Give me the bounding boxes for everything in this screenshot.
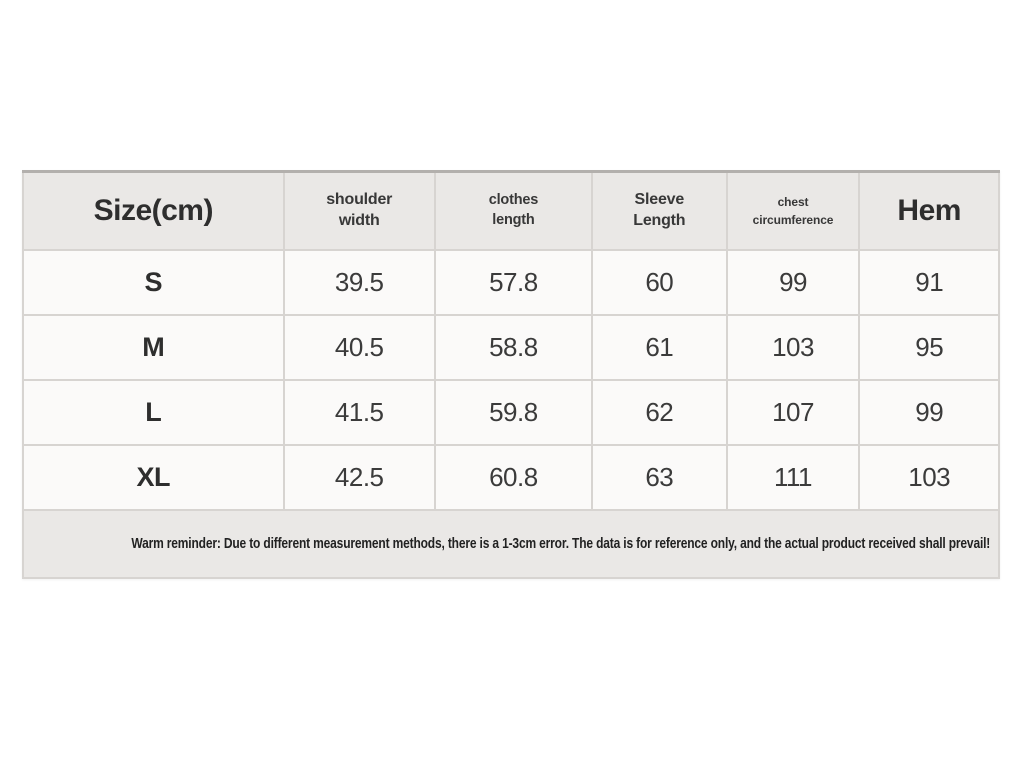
table-cell: 41.5 [282, 378, 436, 446]
header-row: Size(cm) shoulder width clothes length S… [22, 170, 1000, 251]
table-cell: 58.8 [433, 313, 593, 381]
col-header-sleeve-length: Sleeve Length [590, 170, 728, 251]
size-label-cell: M [22, 313, 285, 381]
table-cell: 59.8 [433, 378, 593, 446]
col-header-hem: Hem [858, 170, 1000, 251]
reminder-text: Warm reminder: Due to different measurem… [131, 534, 991, 552]
size-label-cell: XL [22, 443, 285, 511]
table-cell: 40.5 [282, 313, 436, 381]
table-cell: 91 [858, 248, 1000, 316]
table-row-l: L 41.5 59.8 62 107 99 [22, 378, 1000, 446]
table-cell: 42.5 [282, 443, 436, 511]
col-header-shoulder-width: shoulder width [282, 170, 436, 251]
table-cell: 63 [590, 443, 728, 511]
table-cell: 107 [725, 378, 861, 446]
col-header-size: Size(cm) [22, 170, 285, 251]
table-cell: 39.5 [282, 248, 436, 316]
table-cell: 99 [858, 378, 1000, 446]
table-cell: 95 [858, 313, 1000, 381]
size-label-cell: L [22, 378, 285, 446]
table-cell: 62 [590, 378, 728, 446]
table-row-xl: XL 42.5 60.8 63 111 103 [22, 443, 1000, 511]
size-chart: Size(cm) shoulder width clothes length S… [22, 170, 1000, 579]
table-cell: 61 [590, 313, 728, 381]
reminder-row: Warm reminder: Due to different measurem… [22, 508, 1000, 579]
table-row-m: M 40.5 58.8 61 103 95 [22, 313, 1000, 381]
table-cell: 60 [590, 248, 728, 316]
reminder-cell: Warm reminder: Due to different measurem… [22, 508, 1000, 579]
size-label-cell: S [22, 248, 285, 316]
size-chart-table: Size(cm) shoulder width clothes length S… [22, 170, 1000, 579]
table-cell: 99 [725, 248, 861, 316]
table-cell: 103 [858, 443, 1000, 511]
table-row-s: S 39.5 57.8 60 99 91 [22, 248, 1000, 316]
table-cell: 57.8 [433, 248, 593, 316]
table-cell: 103 [725, 313, 861, 381]
table-cell: 111 [725, 443, 861, 511]
table-cell: 60.8 [433, 443, 593, 511]
col-header-chest-circumference: chest circumference [725, 170, 861, 251]
col-header-clothes-length: clothes length [433, 170, 593, 251]
